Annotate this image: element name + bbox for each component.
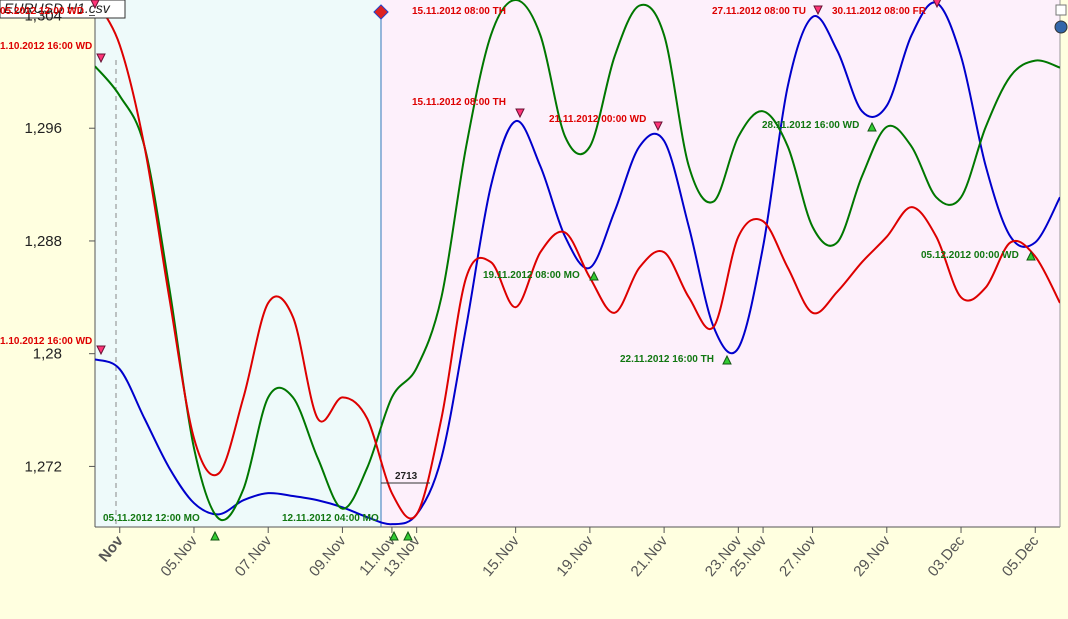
annotation: 2713 — [395, 471, 418, 482]
annotation: 1.10.2012 16:00 WD — [0, 41, 92, 52]
annotation: 19.11.2012 08:00 MO — [483, 270, 580, 281]
annotation: 1.10.2012 16:00 WD — [0, 336, 92, 347]
bottom-arrow — [867, 121, 877, 132]
cycle-line — [95, 1, 1060, 526]
cycle-line — [95, 0, 1060, 522]
annotation: 22.11.2012 16:00 TH — [620, 354, 714, 365]
top-arrow — [932, 0, 942, 9]
settings-icon[interactable] — [1055, 4, 1067, 16]
bottom-arrow — [722, 354, 732, 365]
plot-area — [95, 0, 1060, 526]
y-tick-label: 1,304 — [24, 8, 62, 25]
annotation: 27.11.2012 08:00 TU — [712, 6, 806, 17]
annotation: 12.11.2012 04:00 MO — [282, 513, 379, 524]
annotation: 05.12.2012 00:00 WD — [921, 250, 1019, 261]
top-arrow — [515, 108, 525, 119]
projection-region — [381, 0, 1060, 527]
y-tick-label: 1,272 — [24, 458, 62, 475]
history-region — [95, 0, 381, 527]
top-arrow — [90, 0, 100, 10]
bottom-arrow — [403, 530, 413, 541]
y-tick-label: 1,296 — [24, 120, 62, 137]
bottom-arrow — [1026, 250, 1036, 261]
y-tick-label: 1,288 — [24, 233, 62, 250]
bottom-arrow — [389, 530, 399, 541]
bottom-arrow — [589, 270, 599, 281]
annotation: 21.11.2012 00:00 WD — [549, 114, 646, 125]
cycle-line — [95, 0, 1060, 520]
top-arrow — [813, 5, 823, 16]
annotation: 15.11.2012 08:00 TH — [412, 97, 506, 108]
annotation: 05.2012 12:00 WD — [0, 6, 84, 17]
annotation: 05.11.2012 12:00 MO — [103, 513, 200, 524]
chart-title: EURUSD H1.csv — [4, 0, 111, 16]
y-tick-label: 1,28 — [33, 346, 62, 363]
annotation: 30.11.2012 08:00 FR — [832, 6, 927, 17]
top-arrow — [96, 53, 106, 64]
top-arrow — [653, 121, 663, 132]
globe-icon[interactable] — [1054, 20, 1068, 34]
bottom-arrow — [210, 530, 220, 541]
top-arrow — [96, 345, 106, 356]
annotation: 15.11.2012 08:00 TH — [412, 6, 506, 17]
now-marker — [373, 4, 389, 20]
annotation: 28.11.2012 16:00 WD — [762, 120, 859, 131]
